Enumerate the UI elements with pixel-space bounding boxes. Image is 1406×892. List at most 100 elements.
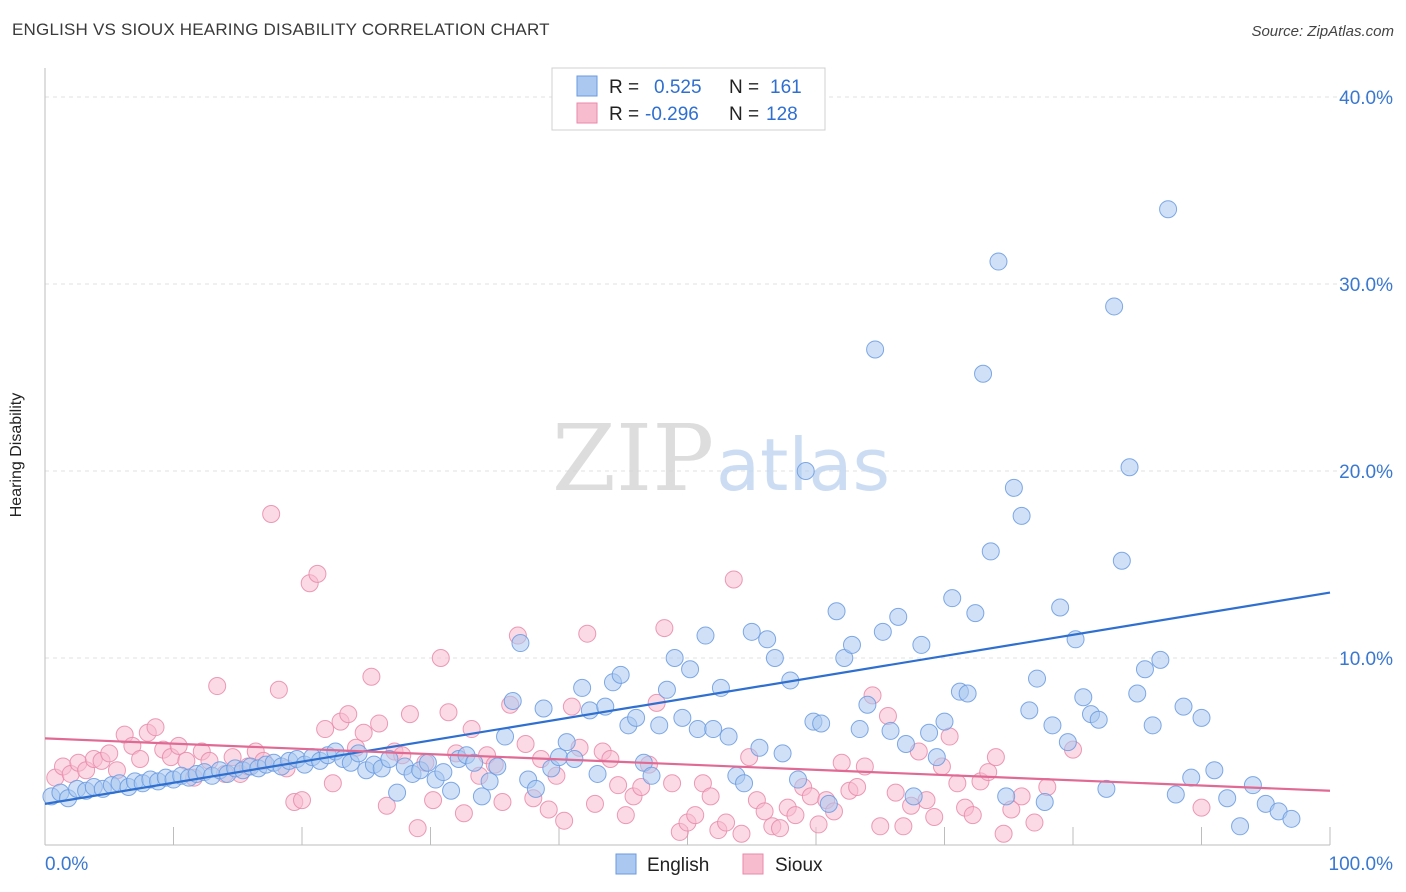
- english-point: [1120, 458, 1139, 477]
- sioux-point: [339, 705, 358, 724]
- english-point: [1089, 710, 1108, 729]
- english-point: [434, 763, 453, 782]
- sioux-point: [878, 706, 897, 725]
- sioux-point: [100, 744, 119, 763]
- english-point: [480, 772, 499, 791]
- english-point: [866, 340, 885, 359]
- sioux-point: [771, 819, 790, 838]
- english-point: [773, 744, 792, 763]
- x-tick-label-end: 100.0%: [1329, 854, 1394, 875]
- english-point: [1004, 478, 1023, 497]
- english-point: [974, 364, 993, 383]
- english-point: [1105, 297, 1124, 316]
- english-point: [1058, 733, 1077, 752]
- sioux-point: [424, 791, 443, 810]
- tick-labels: 10.0% 20.0% 30.0% 40.0% 0.0% 100.0%: [45, 88, 1393, 875]
- legend-r-label-sioux: R =: [609, 104, 639, 125]
- legend-n-value-english: 161: [770, 77, 802, 98]
- axes: [44, 68, 1331, 846]
- sioux-point: [1038, 778, 1057, 797]
- bottom-legend-swatch-english: [615, 853, 637, 875]
- english-point: [927, 748, 946, 767]
- sioux-point: [493, 792, 512, 811]
- english-point: [1035, 792, 1054, 811]
- sioux-point: [755, 802, 774, 821]
- english-point: [896, 735, 915, 754]
- english-point: [1028, 669, 1047, 688]
- sioux-point: [146, 718, 165, 737]
- english-point: [796, 462, 815, 480]
- sioux-point: [562, 697, 581, 716]
- english-point: [557, 733, 576, 752]
- sioux-point: [948, 774, 967, 793]
- sioux-point: [208, 677, 227, 696]
- sioux-point: [632, 778, 651, 797]
- sioux-trend-line: [44, 737, 1331, 792]
- english-point: [789, 770, 808, 789]
- english-point: [1231, 817, 1250, 836]
- y-tick-label: 40.0%: [1339, 88, 1393, 109]
- sioux-point: [940, 727, 959, 746]
- sioux-point: [655, 619, 674, 638]
- english-point: [588, 764, 607, 783]
- english-point: [673, 708, 692, 727]
- english-point: [627, 708, 646, 727]
- x-tick-label-start: 0.0%: [45, 854, 88, 875]
- english-point: [611, 665, 630, 684]
- english-point: [665, 649, 684, 667]
- english-point: [1205, 761, 1224, 780]
- bottom-legend-label-english: English: [647, 855, 709, 876]
- sioux-point: [408, 819, 427, 838]
- legend-swatch-english: [576, 75, 598, 97]
- english-point: [511, 634, 530, 653]
- english-point: [1218, 789, 1237, 808]
- english-point: [1012, 506, 1031, 525]
- sioux-point: [578, 624, 597, 643]
- english-point: [935, 712, 954, 731]
- english-point: [873, 622, 892, 641]
- sioux-point: [400, 705, 419, 724]
- sioux-point: [801, 787, 820, 806]
- english-point: [912, 635, 931, 654]
- sioux-point: [609, 776, 628, 795]
- sioux-point: [308, 564, 327, 583]
- english-point: [981, 542, 1000, 561]
- english-point: [1020, 701, 1039, 720]
- english-point: [472, 787, 491, 806]
- sioux-point: [1012, 787, 1031, 806]
- english-point: [989, 252, 1008, 271]
- sioux-point: [585, 794, 604, 813]
- sioux-point: [686, 806, 705, 825]
- english-point: [696, 626, 715, 645]
- correlation-legend: R = 0.525 N = 161 R = -0.296 N = 128: [551, 67, 826, 131]
- english-point: [827, 602, 846, 621]
- english-point: [388, 783, 407, 802]
- watermark-zip: ZIP: [552, 405, 714, 512]
- chart-title: ENGLISH VS SIOUX HEARING DISABILITY CORR…: [12, 20, 550, 39]
- sioux-point: [516, 735, 535, 754]
- source-note: Source: ZipAtlas.com: [1251, 23, 1394, 40]
- english-point: [1128, 684, 1147, 703]
- english-point: [758, 630, 777, 649]
- bottom-legend-label-sioux: Sioux: [775, 855, 823, 876]
- sioux-point: [663, 774, 682, 793]
- y-tick-label: 10.0%: [1339, 649, 1393, 670]
- sioux-point: [555, 811, 574, 830]
- english-point: [719, 727, 738, 746]
- sioux-point: [370, 714, 389, 733]
- legend-n-label-english: N =: [729, 77, 759, 98]
- sioux-point: [871, 817, 890, 836]
- sioux-point: [894, 817, 913, 836]
- sioux-point: [377, 796, 396, 815]
- legend-n-label-sioux: N =: [729, 104, 759, 125]
- english-point: [1097, 779, 1116, 798]
- sioux-point: [316, 720, 335, 739]
- legend-swatch-sioux: [576, 102, 598, 124]
- bottom-legend-swatch-sioux: [742, 853, 764, 875]
- sioux-point: [616, 806, 635, 825]
- sioux-point: [701, 787, 720, 806]
- legend-r-label-english: R =: [609, 77, 639, 98]
- english-point: [812, 714, 831, 733]
- sioux-point: [354, 723, 373, 742]
